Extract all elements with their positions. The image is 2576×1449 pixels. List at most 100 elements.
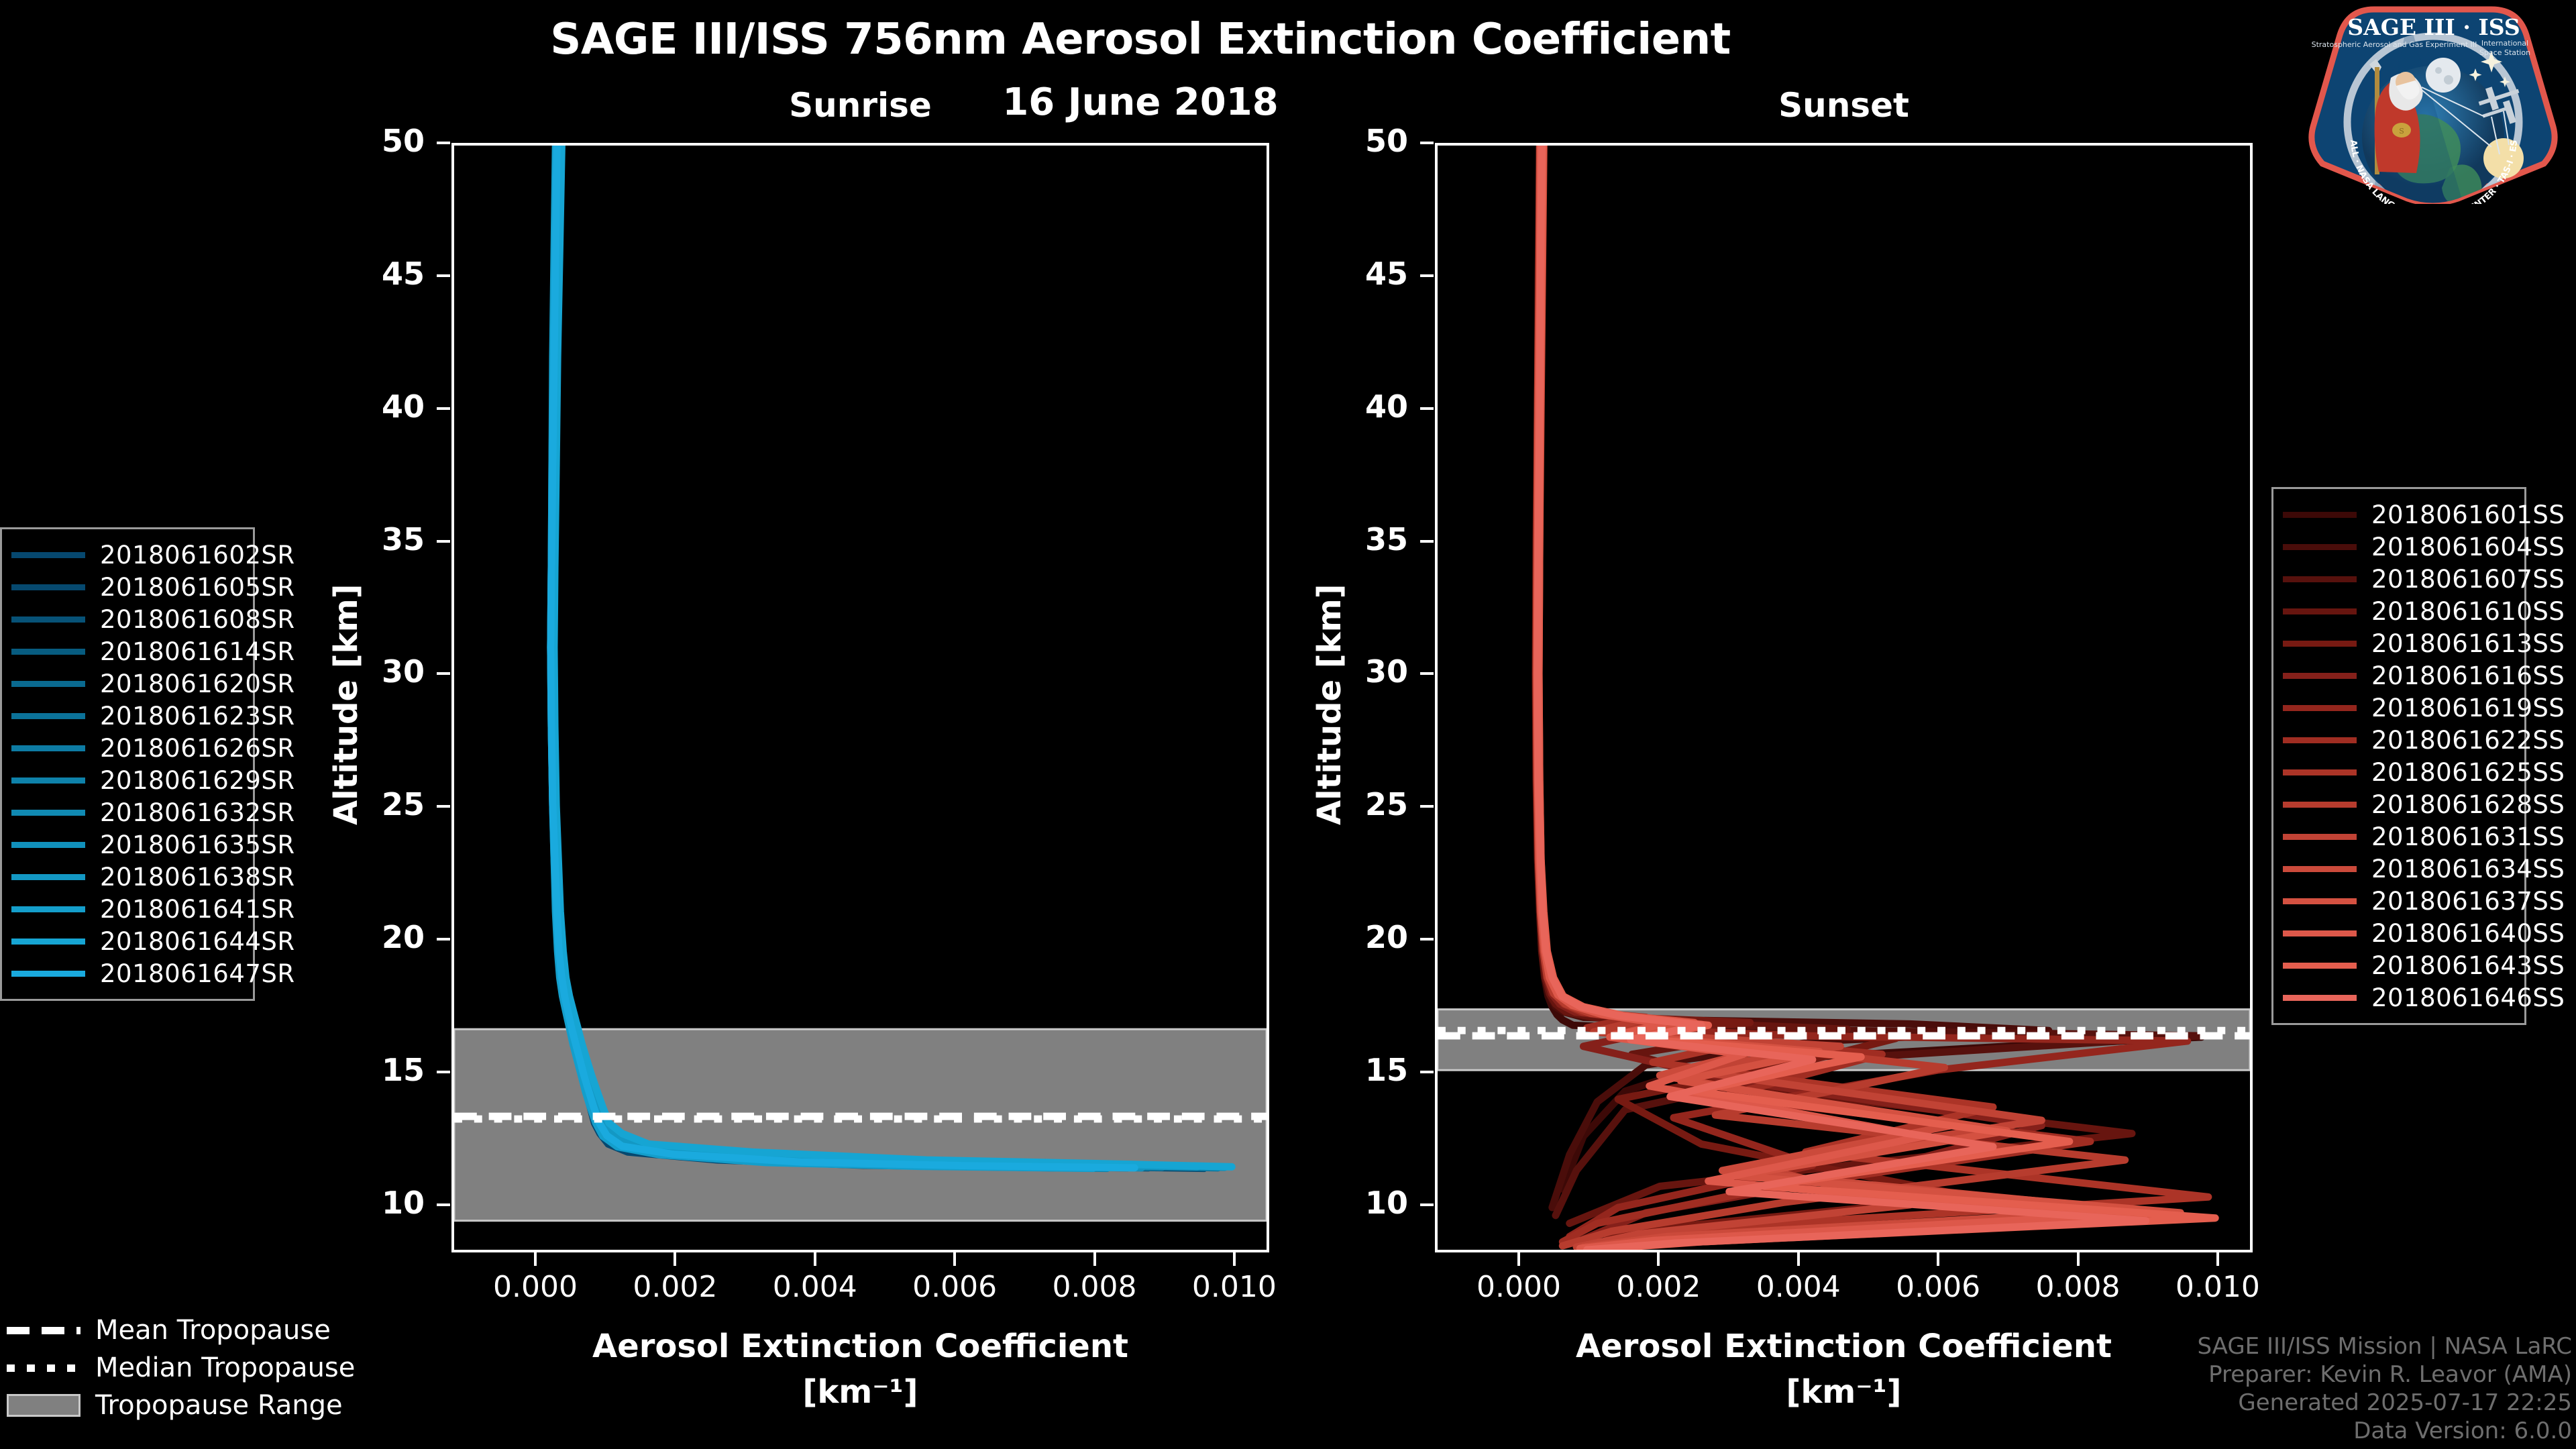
- legend-label: 2018061623SR: [100, 701, 295, 731]
- x-tick-mark: [2076, 1252, 2080, 1266]
- legend-color-swatch: [2283, 704, 2357, 711]
- date-title: 16 June 2018: [1002, 80, 1279, 124]
- y-tick-mark: [1420, 938, 1434, 941]
- y-tick-label: 20: [1364, 919, 1408, 956]
- y-tick-mark: [1420, 274, 1434, 277]
- legend-label: 2018061635SR: [100, 830, 295, 859]
- x-axis-title: Aerosol Extinction Coefficient: [592, 1328, 1128, 1365]
- legend-item-2018061622SS[interactable]: 2018061622SS: [2283, 724, 2565, 756]
- legend-item-2018061626SR[interactable]: 2018061626SR: [11, 732, 294, 764]
- y-tick-mark: [1420, 672, 1434, 676]
- x-tick-label: 0.010: [1191, 1270, 1277, 1304]
- y-tick-mark: [1420, 1070, 1434, 1073]
- legend-label: 2018061638SR: [100, 862, 295, 892]
- legend-color-swatch: [2283, 543, 2357, 550]
- y-tick-mark: [437, 539, 450, 543]
- sunset-series-legend[interactable]: 2018061601SS 2018061604SS 2018061607SS 2018…: [2271, 487, 2565, 1025]
- legend-item-2018061623SR[interactable]: 2018061623SR: [11, 700, 294, 732]
- legend-item-2018061619SS[interactable]: 2018061619SS: [2283, 692, 2565, 724]
- legend-item-2018061614SR[interactable]: 2018061614SR: [11, 635, 294, 667]
- legend-label: 2018061601SS: [2371, 500, 2565, 529]
- legend-item-2018061647SR[interactable]: 2018061647SR: [11, 957, 294, 989]
- legend-color-swatch: [11, 584, 85, 590]
- legend-item-2018061608SR[interactable]: 2018061608SR: [11, 603, 294, 635]
- legend-color-swatch: [2283, 898, 2357, 904]
- logo-subtitle-left: Stratospheric Aerosol and Gas Experiment…: [2312, 40, 2477, 49]
- legend-color-swatch: [2283, 769, 2357, 775]
- legend-label: 2018061647SR: [100, 959, 295, 988]
- y-tick-mark: [1420, 1203, 1434, 1206]
- y-tick-mark: [437, 672, 450, 676]
- y-tick-mark: [1420, 805, 1434, 808]
- x-tick-label: 0.002: [1616, 1270, 1701, 1304]
- logo-subtitle-right-1: International: [2481, 39, 2528, 48]
- y-tick-label: 10: [1364, 1184, 1408, 1221]
- logo-title: SAGE III · ISS: [2347, 14, 2520, 40]
- x-tick-label: 0.000: [493, 1270, 578, 1304]
- x-tick-label: 0.000: [1477, 1270, 1561, 1304]
- legend-color-swatch: [11, 777, 85, 784]
- legend-item-2018061640SS[interactable]: 2018061640SS: [2283, 917, 2565, 949]
- legend-label: 2018061620SR: [100, 669, 295, 698]
- series-line-2018061622SS: [1533, 146, 2094, 1246]
- legend-item-2018061610SS[interactable]: 2018061610SS: [2283, 595, 2565, 627]
- legend-color-swatch: [2283, 576, 2357, 582]
- legend-item-2018061605SR[interactable]: 2018061605SR: [11, 571, 294, 603]
- legend-item-2018061635SR[interactable]: 2018061635SR: [11, 828, 294, 861]
- x-tick-mark: [1937, 1252, 1940, 1266]
- legend-item-2018061634SS[interactable]: 2018061634SS: [2283, 853, 2565, 885]
- legend-item-2018061620SR[interactable]: 2018061620SR: [11, 667, 294, 700]
- legend-item-2018061638SR[interactable]: 2018061638SR: [11, 861, 294, 893]
- legend-label: 2018061613SS: [2371, 629, 2565, 658]
- x-tick-mark: [1093, 1252, 1096, 1266]
- legend-color-swatch: [2283, 672, 2357, 679]
- sunrise-series-legend[interactable]: 2018061602SR 2018061605SR 2018061608SR 2018…: [0, 527, 294, 1001]
- y-tick-mark: [437, 1070, 450, 1073]
- series-line-2018061635SR: [547, 146, 1146, 1172]
- y-tick-label: 45: [381, 255, 425, 292]
- y-tick-mark: [437, 274, 450, 277]
- legend-item-tropopause-range: Tropopause Range: [7, 1389, 382, 1422]
- legend-item-2018061646SS[interactable]: 2018061646SS: [2283, 981, 2565, 1014]
- page-title: SAGE III/ISS 756nm Aerosol Extinction Co…: [550, 15, 1731, 64]
- legend-color-swatch: [2283, 737, 2357, 743]
- sunrise-subplot-title: Sunrise: [789, 86, 932, 125]
- legend-item-2018061632SR[interactable]: 2018061632SR: [11, 796, 294, 828]
- legend-label: 2018061622SS: [2371, 725, 2565, 755]
- mean-tropopause-dash-icon: [7, 1322, 80, 1339]
- legend-color-swatch: [11, 970, 85, 977]
- legend-item-2018061637SS[interactable]: 2018061637SS: [2283, 885, 2565, 917]
- y-tick-mark: [437, 407, 450, 410]
- legend-item-2018061613SS[interactable]: 2018061613SS: [2283, 627, 2565, 659]
- y-axis-title: Altitude [km]: [1311, 584, 1348, 825]
- legend-color-swatch: [2283, 865, 2357, 872]
- series-line-2018061614SR: [548, 146, 1194, 1171]
- legend-item-2018061616SS[interactable]: 2018061616SS: [2283, 659, 2565, 692]
- legend-item-2018061641SR[interactable]: 2018061641SR: [11, 893, 294, 925]
- legend-color-swatch: [2283, 801, 2357, 808]
- x-tick-label: 0.008: [1052, 1270, 1137, 1304]
- legend-item-2018061628SS[interactable]: 2018061628SS: [2283, 788, 2565, 820]
- x-tick-label: 0.004: [1756, 1270, 1841, 1304]
- y-tick-label: 45: [1364, 255, 1408, 292]
- legend-color-swatch: [11, 873, 85, 880]
- series-line-2018061644SR: [550, 146, 1236, 1171]
- series-line-2018061602SR: [548, 146, 1062, 1172]
- x-tick-mark: [1232, 1252, 1236, 1266]
- legend-item-2018061601SS[interactable]: 2018061601SS: [2283, 498, 2565, 531]
- legend-color-swatch: [11, 809, 85, 816]
- x-tick-mark: [674, 1252, 677, 1266]
- legend-item-2018061625SS[interactable]: 2018061625SS: [2283, 756, 2565, 788]
- legend-item-2018061629SR[interactable]: 2018061629SR: [11, 764, 294, 796]
- legend-item-2018061604SS[interactable]: 2018061604SS: [2283, 531, 2565, 563]
- legend-label: 2018061625SS: [2371, 757, 2565, 787]
- legend-item-2018061602SR[interactable]: 2018061602SR: [11, 539, 294, 571]
- legend-item-2018061644SR[interactable]: 2018061644SR: [11, 925, 294, 957]
- legend-color-swatch: [2283, 640, 2357, 647]
- legend-item-2018061631SS[interactable]: 2018061631SS: [2283, 820, 2565, 853]
- legend-label: 2018061629SR: [100, 765, 295, 795]
- legend-color-swatch: [11, 616, 85, 623]
- legend-label: 2018061641SR: [100, 894, 295, 924]
- legend-item-2018061643SS[interactable]: 2018061643SS: [2283, 949, 2565, 981]
- legend-item-2018061607SS[interactable]: 2018061607SS: [2283, 563, 2565, 595]
